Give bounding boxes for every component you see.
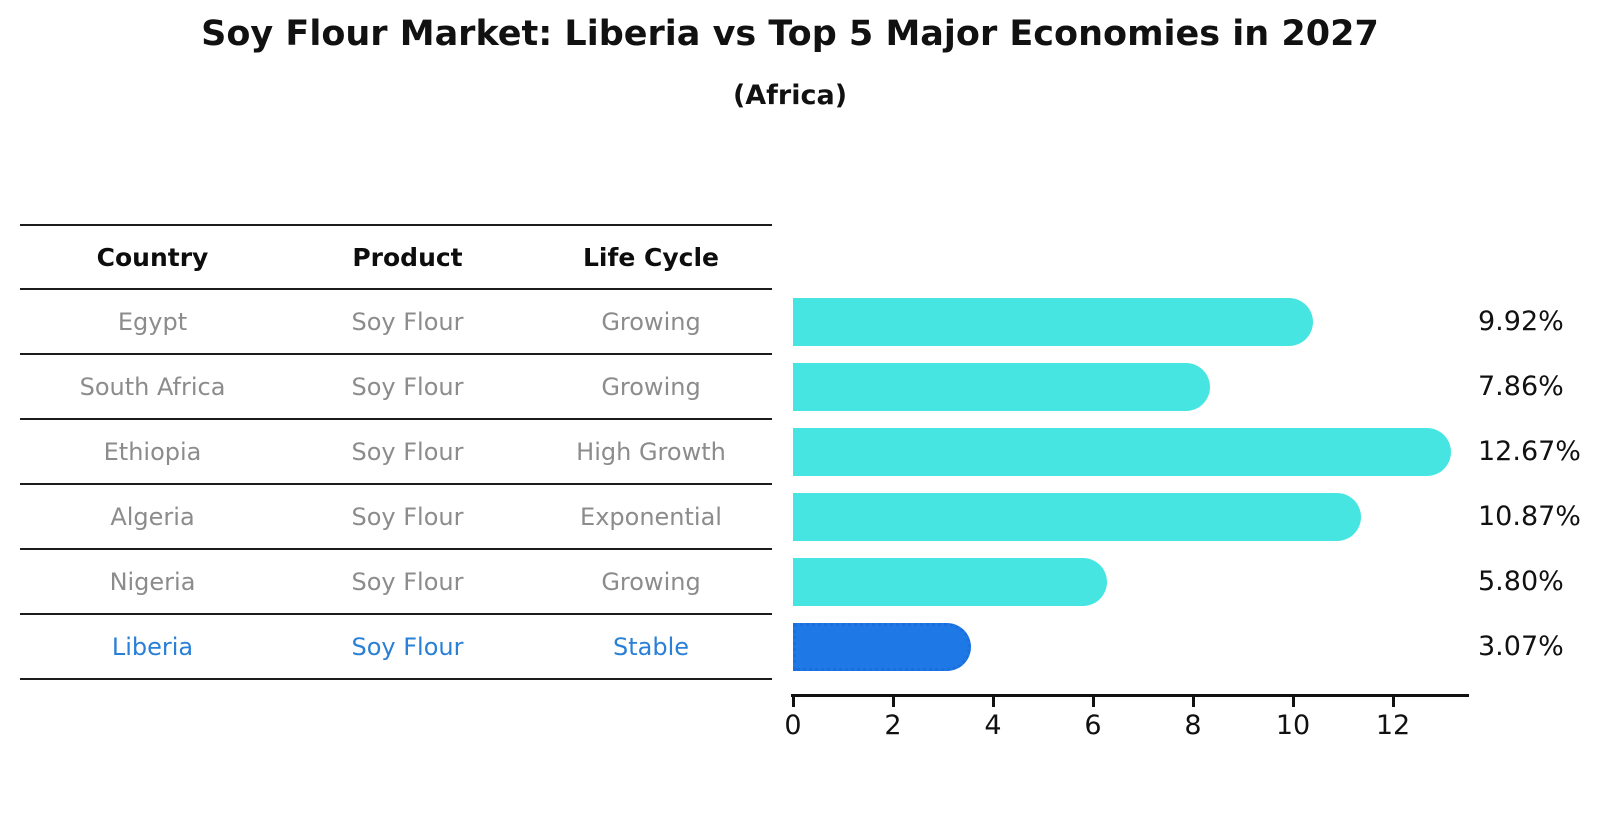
value-label-liberia: 3.07% [1478,631,1564,662]
cell-life-cycle: Growing [601,372,701,401]
cell-country: Ethiopia [103,437,202,466]
column-header-life-cycle: Life Cycle [582,242,720,272]
cell-country: South Africa [79,372,226,401]
x-tick-label: 12 [1375,710,1411,741]
x-tick-label: 10 [1275,710,1311,741]
x-tick [1292,697,1295,707]
table-body: Egypt Soy Flour Growing South Africa Soy Flo… [20,290,772,680]
table-row-liberia: Liberia Soy Flour Stable [20,615,772,680]
x-tick-label: 6 [1084,710,1102,741]
value-label-nigeria: 5.80% [1478,566,1564,597]
cell-product: Soy Flour [351,437,464,466]
x-tick-label: 8 [1184,710,1202,741]
cell-life-cycle: Stable [612,632,690,661]
cell-country: Nigeria [109,567,196,596]
table-row-ethiopia: Ethiopia Soy Flour High Growth [20,420,772,485]
comparison-table: Country Product Life Cycle Egypt Soy Flou… [20,224,772,680]
table-row-algeria: Algeria Soy Flour Exponential [20,485,772,550]
table-row-south-africa: South Africa Soy Flour Growing [20,355,772,420]
x-tick [1092,697,1095,707]
bar-algeria [793,493,1361,541]
x-tick [992,697,995,707]
table-row-nigeria: Nigeria Soy Flour Growing [20,550,772,615]
cell-country: Egypt [117,307,188,336]
bar-egypt [793,298,1313,346]
cell-country: Algeria [110,502,195,531]
value-label-ethiopia: 12.67% [1478,436,1581,467]
bar-south-africa [793,363,1210,411]
cell-life-cycle: Growing [601,307,701,336]
cell-product: Soy Flour [351,372,464,401]
x-tick [892,697,895,707]
column-header-product: Product [352,242,463,272]
cell-product: Soy Flour [351,502,464,531]
x-tick [792,697,795,707]
chart-subtitle: (Africa) [732,80,848,111]
value-label-egypt: 9.92% [1478,306,1564,337]
x-tick [1392,697,1395,707]
chart-title: Soy Flour Market: Liberia vs Top 5 Major… [201,14,1379,54]
x-tick-label: 0 [784,710,802,741]
cell-life-cycle: Growing [601,567,701,596]
table-header: Country Product Life Cycle [20,224,772,290]
cell-life-cycle: Exponential [580,502,722,531]
bar-chart [793,290,1469,680]
table-row-egypt: Egypt Soy Flour Growing [20,290,772,355]
bar-nigeria [793,558,1107,606]
x-tick [1192,697,1195,707]
x-axis: 0 2 4 6 8 10 12 [784,694,1469,754]
bar-ethiopia [793,428,1451,476]
column-header-country: Country [96,242,209,272]
cell-country: Liberia [111,632,194,661]
cell-product: Soy Flour [351,307,464,336]
cell-product: Soy Flour [351,632,464,661]
cell-product: Soy Flour [351,567,464,596]
bar-liberia [793,623,971,671]
x-tick-label: 2 [884,710,902,741]
value-label-algeria: 10.87% [1478,501,1581,532]
value-label-south-africa: 7.86% [1478,371,1564,402]
x-axis-line [791,694,1469,697]
cell-life-cycle: High Growth [576,437,726,466]
x-tick-label: 4 [984,710,1002,741]
value-labels: 9.92% 7.86% 12.67% 10.87% 5.80% 3.07% [1478,290,1604,680]
